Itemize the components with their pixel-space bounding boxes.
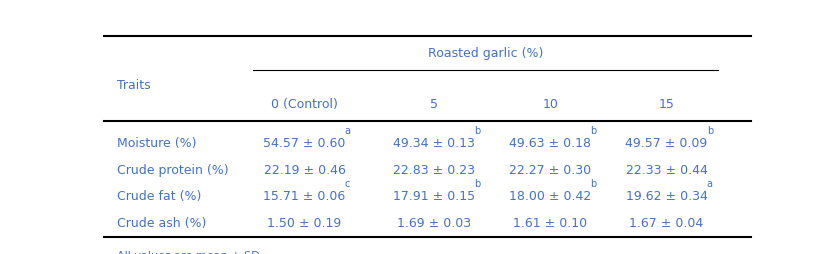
Text: b: b <box>706 126 713 136</box>
Text: c: c <box>344 179 350 189</box>
Text: 18.00 ± 0.42: 18.00 ± 0.42 <box>509 190 591 203</box>
Text: Crude ash (%): Crude ash (%) <box>117 217 207 230</box>
Text: b: b <box>590 126 596 136</box>
Text: Crude fat (%): Crude fat (%) <box>117 190 202 203</box>
Text: Traits: Traits <box>117 79 151 92</box>
Text: a: a <box>706 179 712 189</box>
Text: 17.91 ± 0.15: 17.91 ± 0.15 <box>393 190 475 203</box>
Text: 10: 10 <box>542 98 558 111</box>
Text: 54.57 ± 0.60: 54.57 ± 0.60 <box>264 137 346 150</box>
Text: 22.27 ± 0.30: 22.27 ± 0.30 <box>510 164 591 177</box>
Text: 0 (Control): 0 (Control) <box>271 98 338 111</box>
Text: Roasted garlic (%): Roasted garlic (%) <box>428 47 543 60</box>
Text: Moisture (%): Moisture (%) <box>117 137 197 150</box>
Text: 49.34 ± 0.13: 49.34 ± 0.13 <box>393 137 475 150</box>
Text: 1.69 ± 0.03: 1.69 ± 0.03 <box>397 217 471 230</box>
Text: 1.67 ± 0.04: 1.67 ± 0.04 <box>630 217 704 230</box>
Text: 22.19 ± 0.46: 22.19 ± 0.46 <box>264 164 345 177</box>
Text: 19.62 ± 0.34: 19.62 ± 0.34 <box>626 190 707 203</box>
Text: 1.50 ± 0.19: 1.50 ± 0.19 <box>268 217 342 230</box>
Text: 49.63 ± 0.18: 49.63 ± 0.18 <box>510 137 591 150</box>
Text: 1.61 ± 0.10: 1.61 ± 0.10 <box>513 217 587 230</box>
Text: a: a <box>344 126 350 136</box>
Text: b: b <box>474 179 480 189</box>
Text: b: b <box>474 126 480 136</box>
Text: 49.57 ± 0.09: 49.57 ± 0.09 <box>626 137 708 150</box>
Text: 22.33 ± 0.44: 22.33 ± 0.44 <box>626 164 707 177</box>
Text: 15.71 ± 0.06: 15.71 ± 0.06 <box>264 190 346 203</box>
Text: b: b <box>590 179 596 189</box>
Text: 22.83 ± 0.23: 22.83 ± 0.23 <box>393 164 475 177</box>
Text: All values are mean ± SD.: All values are mean ± SD. <box>117 251 264 254</box>
Text: 15: 15 <box>659 98 675 111</box>
Text: Crude protein (%): Crude protein (%) <box>117 164 229 177</box>
Text: 5: 5 <box>430 98 438 111</box>
